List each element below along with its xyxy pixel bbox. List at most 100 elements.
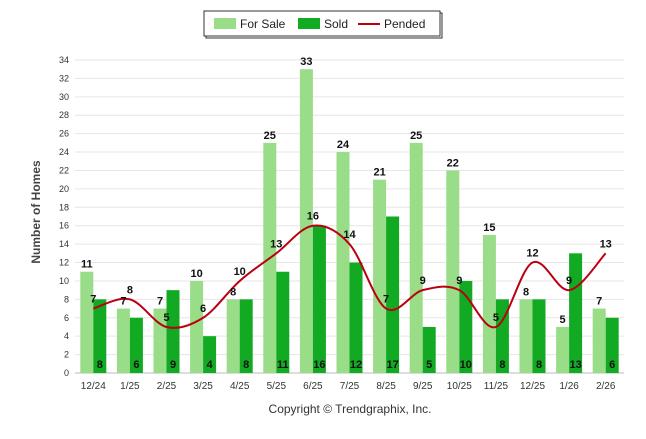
- bar-for-sale: [299, 69, 313, 374]
- label-for-sale: 11: [81, 259, 93, 271]
- label-for-sale: 25: [410, 130, 422, 142]
- label-sold: 10: [460, 359, 472, 371]
- y-tick-label: 26: [59, 129, 69, 139]
- line-layer: [92, 224, 607, 329]
- bar-for-sale: [519, 299, 533, 373]
- bar-for-sale: [336, 152, 350, 373]
- x-tick-label: 12/24: [81, 381, 106, 392]
- label-sold: 5: [426, 359, 432, 371]
- label-sold: 4: [207, 359, 214, 371]
- label-for-sale: 8: [230, 286, 236, 298]
- x-tick-label: 8/25: [376, 381, 396, 392]
- label-pended: 8: [127, 284, 133, 296]
- y-tick-label: 12: [59, 258, 69, 268]
- label-sold: 6: [133, 359, 139, 371]
- y-tick-label: 4: [64, 331, 69, 341]
- label-for-sale: 10: [190, 268, 202, 280]
- label-pended: 5: [163, 312, 169, 324]
- x-tick-label: 3/25: [193, 381, 213, 392]
- bar-for-sale: [80, 271, 94, 373]
- label-sold: 6: [609, 359, 615, 371]
- label-for-sale: 25: [264, 130, 276, 142]
- y-tick-label: 22: [59, 165, 69, 175]
- label-for-sale: 33: [300, 56, 312, 68]
- label-sold: 16: [313, 359, 325, 371]
- bar-sold: [166, 290, 180, 373]
- x-tick-label: 6/25: [303, 381, 323, 392]
- legend-label: Pended: [384, 17, 425, 31]
- label-for-sale: 7: [120, 296, 126, 308]
- label-sold: 8: [536, 359, 542, 371]
- label-for-sale: 5: [560, 314, 566, 326]
- bar-for-sale: [592, 308, 606, 373]
- label-sold: 9: [170, 359, 176, 371]
- x-tick-label: 10/25: [447, 381, 472, 392]
- label-for-sale: 7: [157, 296, 163, 308]
- label-pended: 5: [493, 312, 499, 324]
- legend-swatch: [298, 18, 320, 29]
- x-tick-label: 1/25: [120, 381, 140, 392]
- bar-layer: [80, 69, 619, 374]
- label-pended: 9: [420, 275, 426, 287]
- y-tick-label: 2: [64, 350, 69, 360]
- bar-for-sale: [482, 234, 496, 373]
- bar-sold: [386, 216, 400, 373]
- label-pended: 9: [456, 275, 462, 287]
- label-pended: 13: [600, 238, 612, 250]
- label-pended: 13: [270, 238, 282, 250]
- x-tick-label: 1/26: [559, 381, 579, 392]
- y-tick-label: 14: [59, 239, 69, 249]
- bar-for-sale: [373, 179, 387, 373]
- x-tick-label: 9/25: [413, 381, 433, 392]
- label-pended: 12: [526, 248, 538, 260]
- y-tick-label: 34: [59, 55, 69, 65]
- label-for-sale: 8: [523, 286, 529, 298]
- label-for-sale: 15: [483, 222, 495, 234]
- y-tick-label: 16: [59, 221, 69, 231]
- y-tick-label: 20: [59, 184, 69, 194]
- x-tick-label: 4/25: [230, 381, 250, 392]
- y-tick-label: 28: [59, 110, 69, 120]
- x-tick-label: 2/26: [596, 381, 616, 392]
- x-tick-label: 7/25: [340, 381, 360, 392]
- label-pended: 14: [343, 229, 356, 241]
- bar-sold: [349, 262, 363, 373]
- label-pended: 10: [234, 266, 246, 278]
- y-tick-label: 6: [64, 313, 69, 323]
- y-tick-label: 30: [59, 92, 69, 102]
- label-sold: 13: [569, 359, 581, 371]
- bar-for-sale: [226, 299, 240, 373]
- bar-for-sale: [116, 308, 130, 373]
- y-tick-label: 8: [64, 294, 69, 304]
- x-tick-label: 2/25: [157, 381, 177, 392]
- x-tick-label: 11/25: [484, 381, 509, 392]
- label-pended: 7: [90, 294, 96, 306]
- label-for-sale: 22: [447, 157, 459, 169]
- legend: For Sale Sold Pended: [203, 10, 443, 39]
- label-sold: 8: [97, 359, 103, 371]
- y-tick-label: 24: [59, 147, 69, 157]
- label-sold: 12: [350, 359, 362, 371]
- label-for-sale: 21: [373, 167, 385, 179]
- legend-frame: [203, 10, 441, 37]
- bar-sold: [312, 225, 326, 373]
- bar-sold: [93, 299, 107, 373]
- label-pended: 16: [307, 211, 319, 223]
- pended-line: [92, 224, 607, 329]
- bar-sold: [569, 253, 583, 373]
- label-pended: 9: [566, 275, 572, 287]
- y-axis-title: Number of Homes: [29, 160, 43, 264]
- bar-sold: [203, 336, 217, 373]
- x-tick-label: 12/25: [520, 381, 545, 392]
- label-for-sale: 7: [596, 296, 602, 308]
- y-tick-label: 32: [59, 73, 69, 83]
- label-sold: 8: [243, 359, 249, 371]
- legend-label: For Sale: [240, 17, 286, 31]
- bar-sold: [459, 280, 473, 373]
- label-sold: 11: [277, 359, 289, 371]
- copyright-text: Copyright © Trendgraphix, Inc.: [269, 402, 432, 416]
- label-sold: 8: [499, 359, 505, 371]
- bar-sold: [605, 317, 619, 373]
